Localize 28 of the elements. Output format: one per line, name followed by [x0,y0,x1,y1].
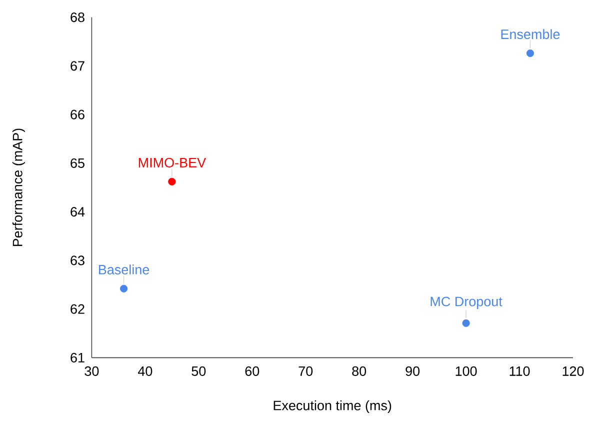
y-axis-title: Performance (mAP) [12,128,26,246]
x-tick-label: 100 [456,366,477,376]
x-tick-label: 60 [245,366,260,376]
series-label: Baseline [99,264,150,274]
x-tick-label: 120 [562,366,584,376]
x-tick-label: 30 [84,366,99,376]
x-tick-label: 80 [352,366,366,376]
point [526,49,534,58]
x-tick-label: 70 [298,366,313,376]
y-tick-label: 68 [70,12,84,22]
x-tick-label: 40 [138,366,152,376]
x-axis-title: Execution time (ms) [274,400,392,413]
y-tick-label: 61 [70,352,84,362]
point [168,178,176,186]
x-tick-label: 90 [406,366,420,376]
y-tick-label: 67 [70,61,84,71]
series-label: MC Dropout [430,296,502,309]
point [462,319,470,327]
y-tick-label: 66 [70,110,84,120]
y-tick-label: 65 [70,158,84,168]
point [120,284,128,292]
x-tick-label: 110 [510,366,530,376]
y-tick-label: 62 [70,304,84,314]
y-tick-label: 64 [70,207,85,217]
series-label: MIMO-BEV [138,158,206,168]
series-label: Ensemble [501,29,560,40]
y-tick-label: 63 [70,256,84,266]
x-tick-label: 50 [192,366,206,376]
